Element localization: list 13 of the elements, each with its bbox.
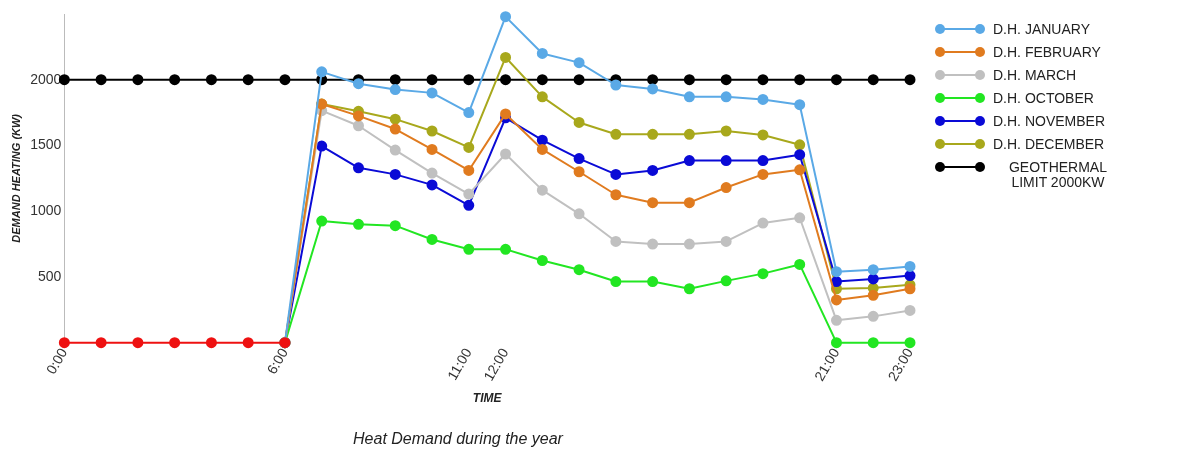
legend-label: D.H. OCTOBER	[993, 90, 1094, 106]
legend-label: D.H. FEBRUARY	[993, 44, 1101, 60]
legend-label: D.H. DECEMBER	[993, 136, 1105, 152]
y-tick-label: 500	[37, 267, 62, 284]
y-tick-label: 1000	[30, 202, 62, 219]
legend-label: D.H. JANUARY	[993, 21, 1090, 37]
x-axis-title: TIME	[472, 390, 503, 405]
legend-label: D.H. MARCH	[993, 67, 1077, 83]
legend-label: D.H. NOVEMBER	[993, 113, 1106, 129]
text: Heat Demand during the year	[353, 429, 564, 447]
y-axis-title: DEMAND HEATING (KW)	[9, 113, 22, 243]
legend-label: GEOTHERMAL LIMIT 2000KW	[1008, 159, 1108, 190]
y-tick-label: 1500	[30, 136, 62, 153]
